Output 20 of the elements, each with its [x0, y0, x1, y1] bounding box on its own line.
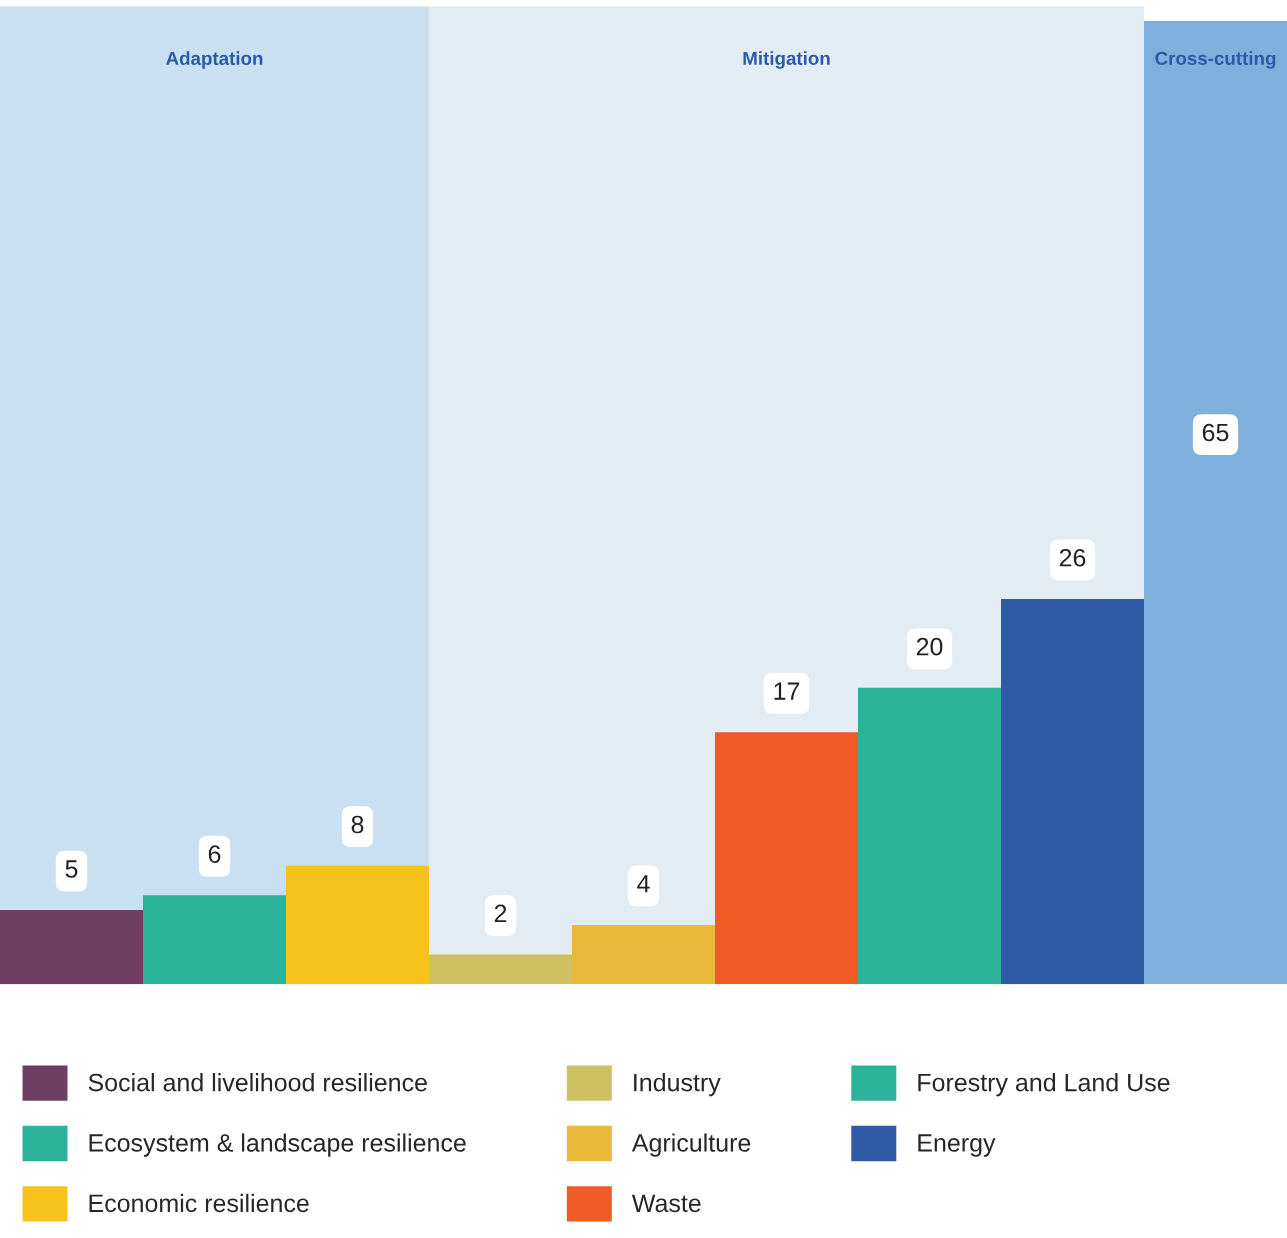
data-label: 65	[1202, 423, 1229, 442]
data-label: 17	[774, 682, 800, 700]
data-label: 5	[65, 860, 78, 878]
annotation: Mitigation	[743, 51, 830, 69]
data-label: 20	[916, 637, 943, 656]
legend-label: Economic resilience	[89, 1193, 309, 1213]
legend-label: Agriculture	[631, 1133, 751, 1157]
data-label: 26	[1059, 548, 1086, 567]
data-label: 2	[494, 904, 507, 922]
data-label: 4	[637, 875, 650, 893]
legend-label: Industry	[634, 1073, 721, 1097]
annotation: Cross-cutting	[1155, 51, 1276, 69]
legend-label: Waste	[631, 1194, 701, 1213]
data-label: 6	[208, 845, 221, 863]
annotation: Adaptation	[166, 51, 263, 69]
legend-label: Forestry and Land Use	[918, 1073, 1170, 1097]
legend-label: Energy	[918, 1134, 996, 1157]
legend-label: Ecosystem & landscape resilience	[89, 1133, 466, 1157]
legend-label: Social and livelihood resilience	[88, 1073, 427, 1092]
data-label: 8	[351, 815, 364, 834]
